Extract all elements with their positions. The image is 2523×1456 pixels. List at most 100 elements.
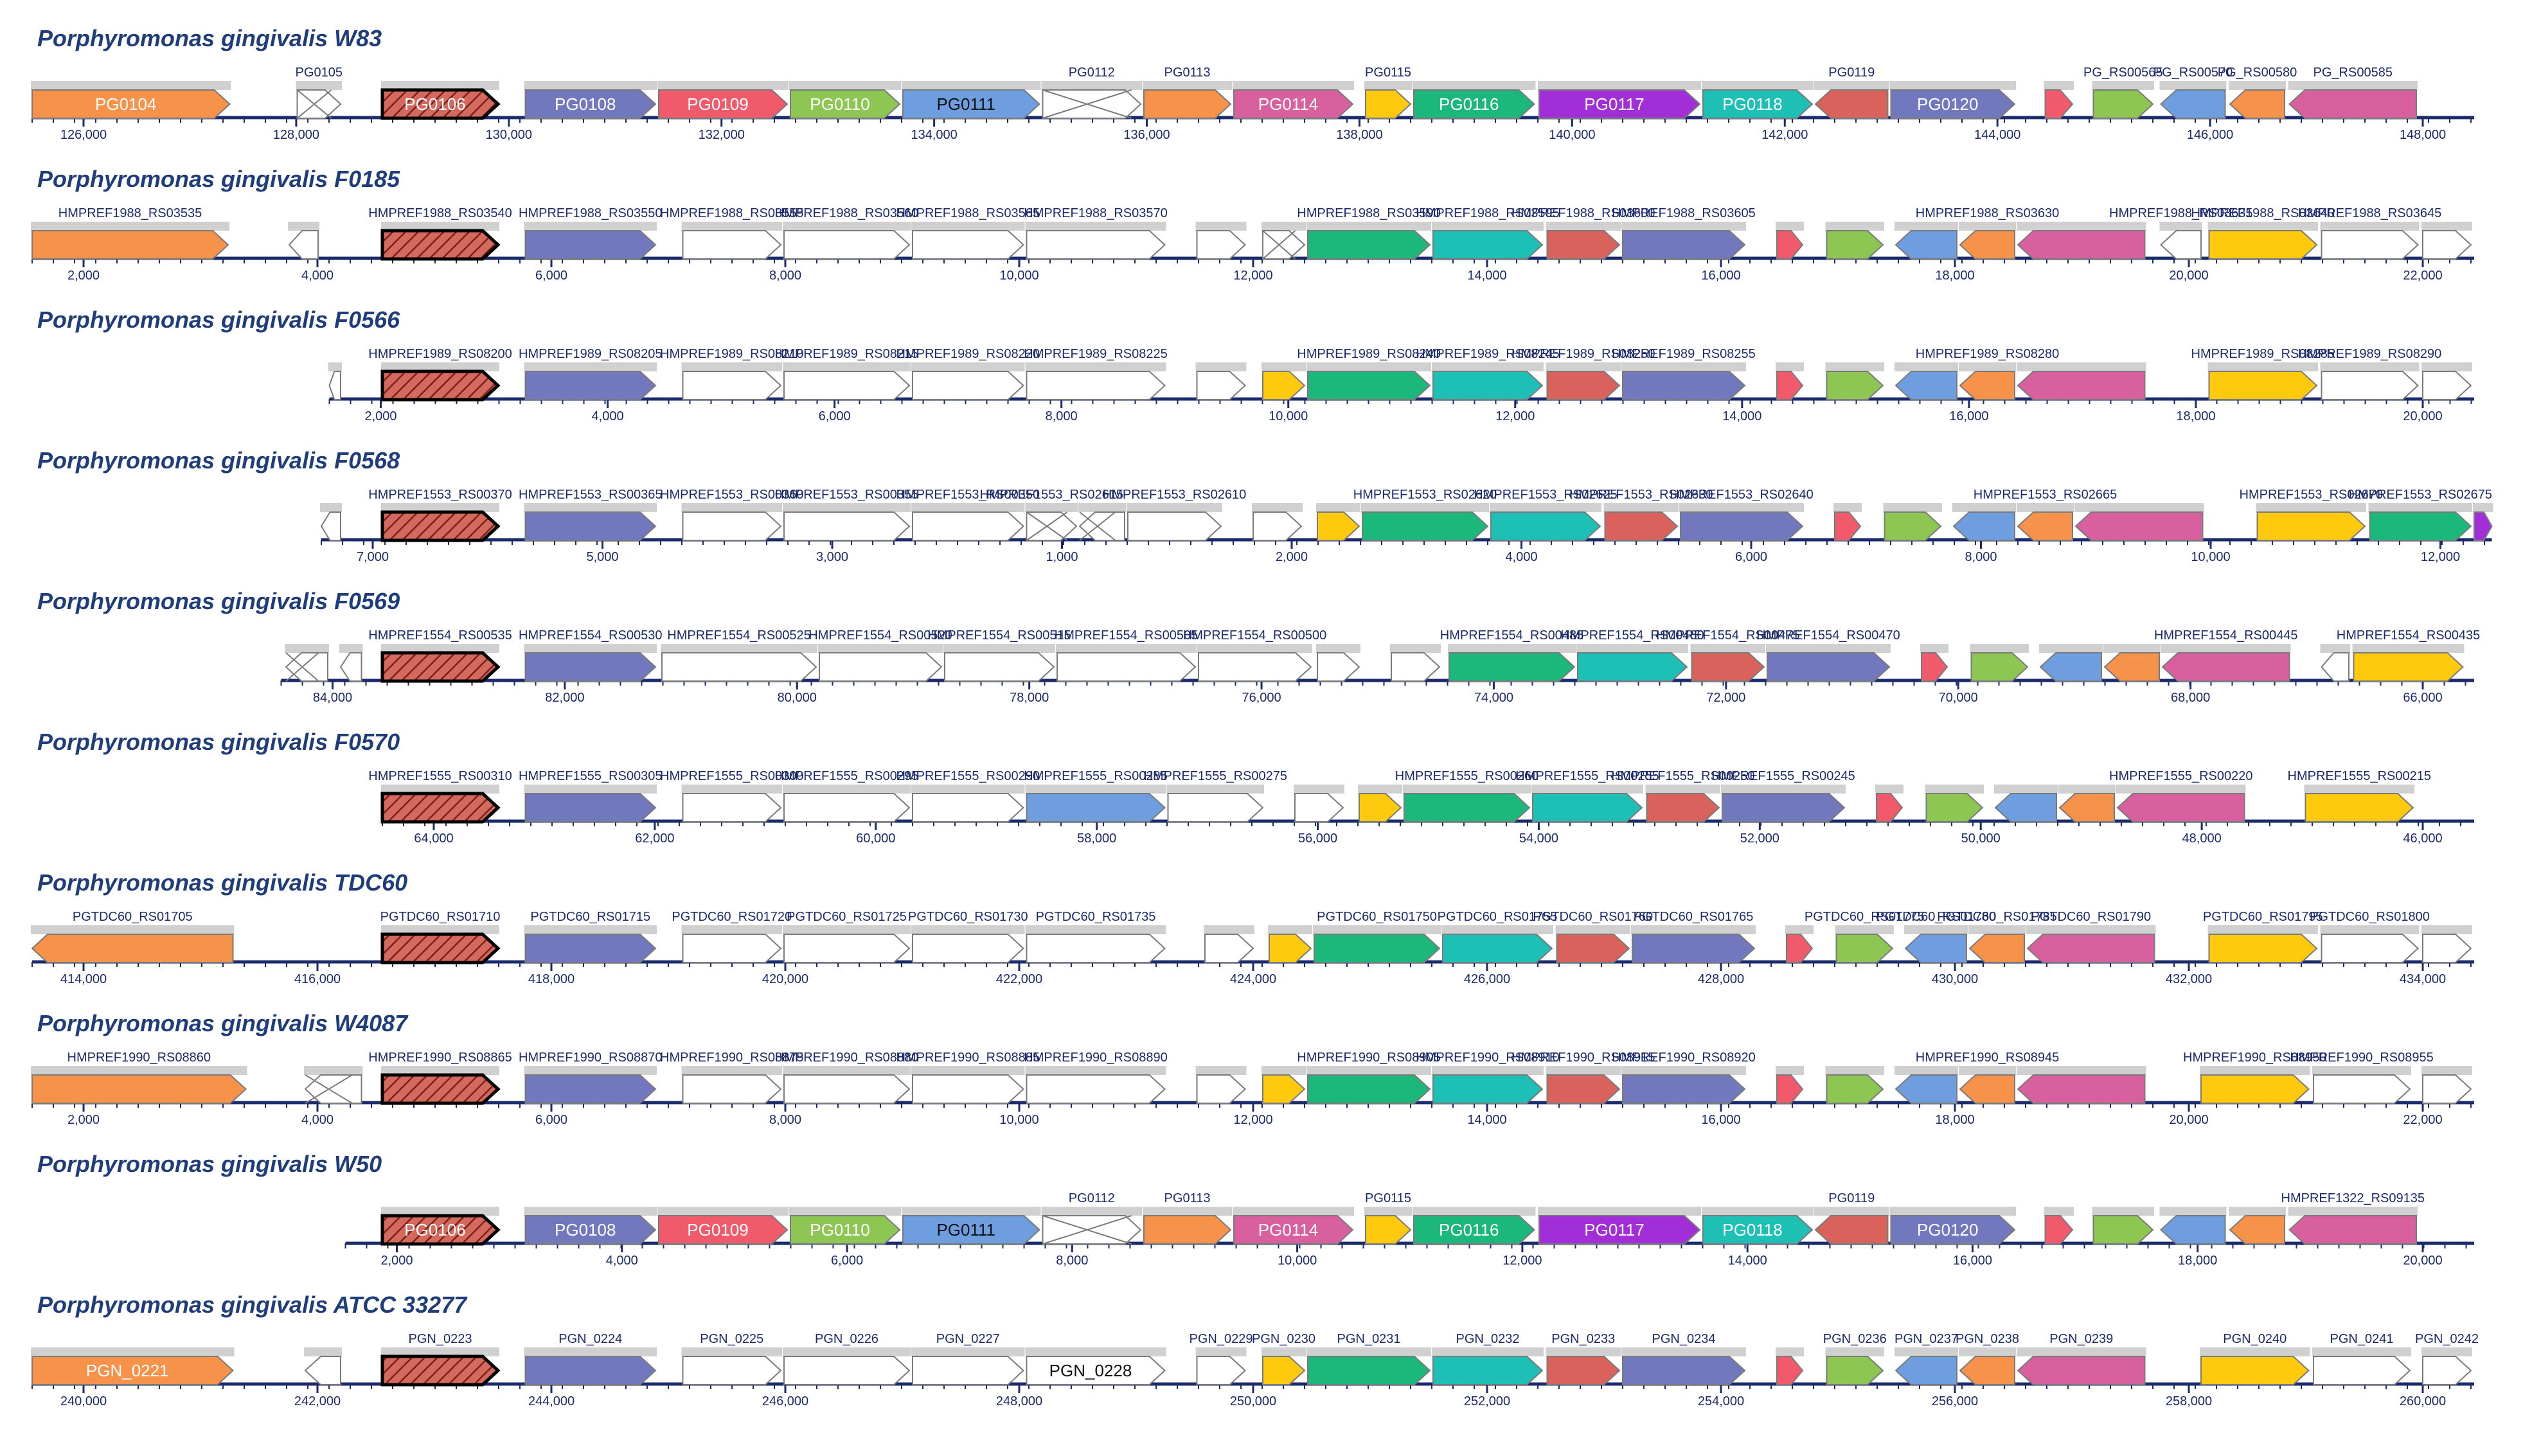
gene-arrow[interactable] bbox=[1691, 652, 1765, 682]
gene-arrow[interactable] bbox=[1026, 793, 1166, 822]
gene-arrow[interactable] bbox=[682, 511, 782, 541]
gene-arrow[interactable] bbox=[1391, 652, 1441, 682]
gene-arrow[interactable] bbox=[1365, 89, 1412, 119]
gene-arrow[interactable] bbox=[2288, 89, 2417, 119]
gene-arrow[interactable] bbox=[2074, 511, 2204, 541]
gene-arrow[interactable] bbox=[1413, 1215, 1535, 1245]
gene-arrow[interactable] bbox=[682, 793, 782, 822]
gene-arrow[interactable] bbox=[2353, 652, 2464, 682]
gene-arrow[interactable] bbox=[304, 1074, 362, 1104]
gene-arrow[interactable] bbox=[2160, 230, 2202, 260]
gene-arrow[interactable] bbox=[1026, 1356, 1166, 1385]
gene-arrow[interactable] bbox=[1262, 230, 1306, 260]
gene-arrow[interactable] bbox=[1814, 89, 1889, 119]
gene-arrow[interactable] bbox=[1834, 511, 1862, 541]
gene-arrow[interactable] bbox=[1026, 371, 1166, 400]
gene-arrow[interactable] bbox=[790, 1215, 901, 1245]
gene-arrow[interactable] bbox=[1413, 89, 1535, 119]
gene-arrow[interactable] bbox=[944, 652, 1055, 682]
gene-arrow[interactable] bbox=[1925, 793, 1984, 822]
gene-arrow[interactable] bbox=[1432, 1074, 1544, 1104]
gene-arrow[interactable] bbox=[1826, 371, 1884, 400]
gene-arrow[interactable] bbox=[1262, 371, 1306, 400]
gene-arrow[interactable] bbox=[2161, 652, 2290, 682]
gene-arrow[interactable] bbox=[1042, 1215, 1142, 1245]
gene-arrow[interactable] bbox=[661, 652, 817, 682]
gene-arrow[interactable] bbox=[1776, 371, 1804, 400]
gene-arrow[interactable] bbox=[1959, 1356, 2015, 1385]
gene-arrow[interactable] bbox=[2313, 1074, 2411, 1104]
gene-arrow[interactable] bbox=[1233, 89, 1354, 119]
gene-arrow[interactable] bbox=[2256, 511, 2366, 541]
gene-arrow[interactable] bbox=[1894, 1074, 1957, 1104]
gene-arrow[interactable] bbox=[524, 652, 657, 682]
gene-arrow[interactable] bbox=[2422, 230, 2472, 260]
gene-arrow[interactable] bbox=[2200, 1356, 2310, 1385]
gene-arrow[interactable] bbox=[1449, 652, 1576, 682]
gene-arrow[interactable] bbox=[1196, 230, 1246, 260]
gene-arrow[interactable] bbox=[1167, 793, 1264, 822]
gene-arrow[interactable] bbox=[1262, 1074, 1306, 1104]
gene-arrow[interactable] bbox=[1196, 1074, 1246, 1104]
gene-arrow[interactable] bbox=[524, 89, 657, 119]
gene-arrow[interactable] bbox=[380, 229, 501, 261]
gene-arrow[interactable] bbox=[1556, 934, 1630, 963]
gene-arrow[interactable] bbox=[1026, 511, 1078, 541]
gene-arrow[interactable] bbox=[31, 89, 231, 119]
gene-arrow[interactable] bbox=[1056, 652, 1197, 682]
gene-arrow[interactable] bbox=[783, 1356, 911, 1385]
gene-arrow[interactable] bbox=[1317, 511, 1360, 541]
gene-arrow[interactable] bbox=[1307, 371, 1431, 400]
gene-arrow[interactable] bbox=[682, 1074, 782, 1104]
gene-arrow[interactable] bbox=[2044, 1215, 2074, 1245]
gene-arrow[interactable] bbox=[1622, 1356, 1746, 1385]
gene-arrow[interactable] bbox=[902, 89, 1040, 119]
gene-arrow[interactable] bbox=[1835, 934, 1894, 963]
gene-arrow[interactable] bbox=[1604, 511, 1679, 541]
gene-arrow[interactable] bbox=[1959, 1074, 2015, 1104]
gene-arrow[interactable] bbox=[1904, 934, 1967, 963]
gene-arrow[interactable] bbox=[682, 1356, 782, 1385]
gene-arrow[interactable] bbox=[682, 230, 782, 260]
gene-arrow[interactable] bbox=[1876, 793, 1903, 822]
gene-arrow[interactable] bbox=[1532, 793, 1643, 822]
gene-arrow[interactable] bbox=[1404, 793, 1531, 822]
gene-arrow[interactable] bbox=[1826, 1356, 1884, 1385]
gene-arrow[interactable] bbox=[320, 511, 341, 541]
gene-arrow[interactable] bbox=[912, 371, 1024, 400]
gene-arrow[interactable] bbox=[1722, 793, 1846, 822]
gene-arrow[interactable] bbox=[1432, 1356, 1544, 1385]
gene-arrow[interactable] bbox=[2305, 793, 2414, 822]
gene-arrow[interactable] bbox=[2160, 1215, 2226, 1245]
gene-arrow[interactable] bbox=[1814, 1215, 1889, 1245]
gene-arrow[interactable] bbox=[1622, 230, 1746, 260]
gene-arrow[interactable] bbox=[1307, 230, 1431, 260]
gene-arrow[interactable] bbox=[1204, 934, 1254, 963]
gene-arrow[interactable] bbox=[2321, 230, 2419, 260]
gene-arrow[interactable] bbox=[1490, 511, 1601, 541]
gene-arrow[interactable] bbox=[2017, 1074, 2146, 1104]
gene-arrow[interactable] bbox=[1776, 1074, 1804, 1104]
gene-arrow[interactable] bbox=[1233, 1215, 1354, 1245]
gene-arrow[interactable] bbox=[2422, 1074, 2472, 1104]
gene-arrow[interactable] bbox=[2058, 793, 2115, 822]
gene-arrow[interactable] bbox=[2160, 89, 2226, 119]
gene-arrow[interactable] bbox=[2229, 1215, 2285, 1245]
gene-arrow[interactable] bbox=[524, 793, 657, 822]
gene-arrow[interactable] bbox=[1546, 1074, 1621, 1104]
gene-arrow[interactable] bbox=[380, 88, 501, 120]
gene-arrow[interactable] bbox=[783, 793, 911, 822]
gene-arrow[interactable] bbox=[2369, 511, 2472, 541]
gene-arrow[interactable] bbox=[2208, 934, 2318, 963]
gene-arrow[interactable] bbox=[1826, 230, 1884, 260]
gene-arrow[interactable] bbox=[1026, 1074, 1166, 1104]
gene-arrow[interactable] bbox=[2208, 230, 2318, 260]
gene-arrow[interactable] bbox=[1078, 511, 1125, 541]
gene-arrow[interactable] bbox=[524, 371, 657, 400]
gene-arrow[interactable] bbox=[2017, 1356, 2146, 1385]
gene-arrow[interactable] bbox=[1994, 793, 2057, 822]
gene-arrow[interactable] bbox=[380, 369, 501, 402]
gene-arrow[interactable] bbox=[2321, 652, 2349, 682]
gene-arrow[interactable] bbox=[2017, 511, 2073, 541]
gene-arrow[interactable] bbox=[31, 934, 234, 963]
